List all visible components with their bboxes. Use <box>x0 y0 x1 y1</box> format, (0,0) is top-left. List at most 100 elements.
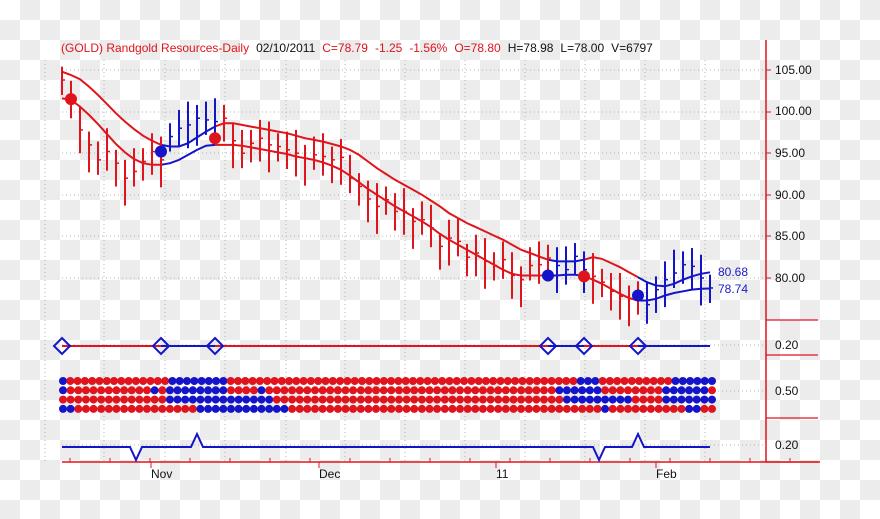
x-tick-11: 11 <box>496 467 509 481</box>
dot-cell <box>181 404 190 413</box>
dot-cell <box>569 377 578 385</box>
dot-cell <box>562 386 571 395</box>
dot-cell <box>150 404 159 413</box>
dot-cell <box>624 404 632 413</box>
dot-cell <box>646 395 655 404</box>
dot-cell <box>81 395 90 404</box>
dot-cell <box>146 377 155 385</box>
dot-cell <box>234 377 242 385</box>
dot-cell <box>74 386 83 395</box>
dot-cell <box>478 404 487 413</box>
dot-cell <box>685 404 694 413</box>
change-pct-value: -1.56% <box>409 41 448 55</box>
dot-cell <box>639 404 648 413</box>
dot-cell <box>227 404 235 413</box>
signal-diamond <box>538 336 558 356</box>
dot-cell <box>448 395 457 404</box>
dot-cell <box>311 395 319 404</box>
dot-cell <box>708 377 716 385</box>
dot-cell <box>456 395 464 404</box>
dot-cell <box>452 377 461 385</box>
dot-cell <box>272 395 281 404</box>
dot-cell <box>601 395 610 404</box>
dot-cell <box>257 386 266 395</box>
dot-cell <box>677 395 686 404</box>
dot-cell <box>341 404 350 413</box>
dot-cell <box>59 395 67 404</box>
dot-cell <box>188 386 197 395</box>
dot-cell <box>478 386 487 395</box>
dot-cell <box>285 377 294 385</box>
dot-cell <box>517 404 526 413</box>
dot-cell <box>311 386 319 395</box>
dot-cell <box>112 404 121 413</box>
dot-cell <box>401 377 410 385</box>
lower-band-line <box>61 97 161 166</box>
dot-cell <box>433 386 442 395</box>
dot-cell <box>438 377 447 385</box>
pulse-panel-label: 0.20 <box>775 438 799 452</box>
signal-diamond <box>205 336 225 356</box>
dot-cell <box>326 395 335 404</box>
dot-cell <box>248 377 257 385</box>
dot-cell <box>127 404 136 413</box>
dot-cell <box>410 386 419 395</box>
dot-cell <box>372 404 380 413</box>
dot-cell <box>80 377 89 385</box>
dot-cell <box>241 377 250 385</box>
signal-panel-label: 0.20 <box>775 338 799 352</box>
dot-cell <box>692 386 701 395</box>
dot-cell <box>265 395 274 404</box>
dot-cell <box>165 386 174 395</box>
dot-cell <box>211 386 220 395</box>
dot-cell <box>555 386 564 395</box>
dot-cell <box>343 377 352 385</box>
dot-cell <box>402 386 411 395</box>
dot-cell <box>150 395 159 404</box>
dot-cell <box>570 386 579 395</box>
dot-cell <box>425 395 434 404</box>
lower-band-last-value: 78.74 <box>718 282 749 296</box>
dot-cell <box>333 404 342 413</box>
dot-cell <box>593 404 602 413</box>
dot-cell <box>635 377 644 385</box>
dot-cell <box>616 386 625 395</box>
buy-signal-marker <box>155 145 167 158</box>
dot-cell <box>341 395 350 404</box>
dot-cell <box>120 395 129 404</box>
dot-cell <box>631 404 640 413</box>
upper-band-line <box>61 70 162 146</box>
dot-cell <box>501 404 510 413</box>
dot-cell <box>416 377 425 385</box>
dot-cell <box>678 377 687 385</box>
dot-cell <box>326 386 335 395</box>
dot-cell <box>333 386 342 395</box>
dot-cell <box>677 404 686 413</box>
dot-cell <box>585 395 594 404</box>
dot-cell <box>173 395 182 404</box>
dot-cell <box>532 395 541 404</box>
dot-cell <box>669 395 678 404</box>
dot-cell <box>496 377 505 385</box>
dot-cell <box>671 377 680 385</box>
dot-cell <box>708 395 716 404</box>
dot-cell <box>481 377 490 385</box>
dot-cell <box>364 386 373 395</box>
dot-cell <box>616 404 625 413</box>
dot-cell <box>104 395 113 404</box>
dot-cell <box>578 404 587 413</box>
dot-cell <box>402 395 411 404</box>
dot-cell <box>394 377 403 385</box>
dot-cell <box>387 395 396 404</box>
dot-cell <box>570 395 579 404</box>
dot-cell <box>143 395 151 404</box>
dot-cell <box>509 404 518 413</box>
dot-cell <box>503 377 512 385</box>
dot-cell <box>532 404 541 413</box>
y-tick-label: 105.00 <box>775 63 812 77</box>
dot-cell <box>463 395 472 404</box>
dot-cell <box>387 404 396 413</box>
dot-cell <box>270 377 279 385</box>
